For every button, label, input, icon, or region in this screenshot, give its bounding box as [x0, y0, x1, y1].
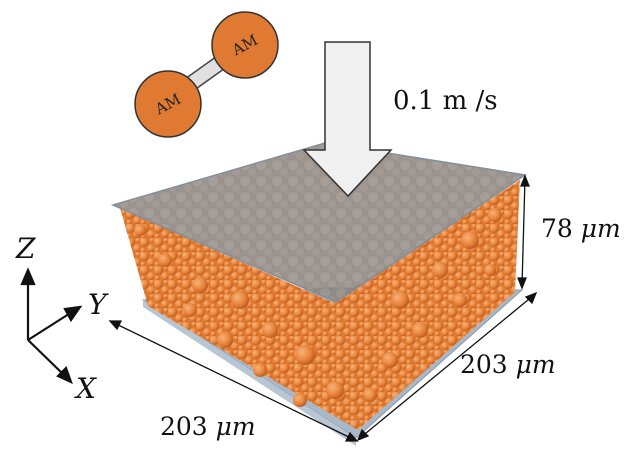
depth-unit: μm [515, 350, 556, 379]
axes-triad [20, 267, 83, 385]
velocity-label: 0.1 m /s [393, 86, 498, 116]
compression-arrow [302, 41, 393, 198]
axis-y-label: Y [88, 288, 107, 321]
axis-z-label: Z [16, 232, 36, 265]
width-dimension-label: 203 μm [160, 412, 256, 441]
height-value: 78 [541, 214, 581, 243]
height-unit: μm [580, 214, 621, 243]
dimension-lines [108, 174, 538, 442]
depth-value: 203 [460, 350, 516, 379]
bottom-plate-edge [143, 300, 356, 446]
height-dimension-label: 78 μm [541, 214, 621, 243]
particles [134, 208, 502, 407]
depth-dimension-label: 203 μm [460, 350, 556, 379]
molecule-icon: AM AM [134, 11, 279, 138]
am-bead-bottom [134, 70, 202, 138]
width-value: 203 [160, 412, 216, 441]
axis-x-label: X [76, 372, 96, 405]
width-unit: μm [215, 412, 256, 441]
electrode-left-face [120, 208, 358, 430]
am-bead-top [211, 11, 279, 79]
